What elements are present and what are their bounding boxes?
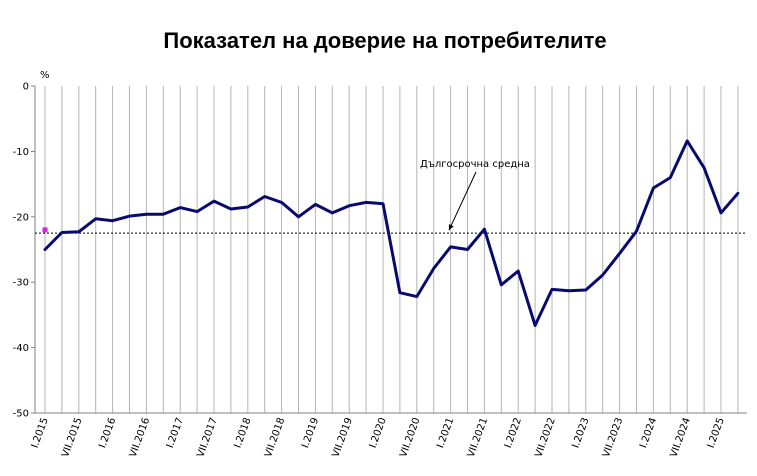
long-term-average-label: Дългосрочна средна xyxy=(420,159,530,170)
y-tick-label: -40 xyxy=(13,343,29,354)
y-tick-label: -30 xyxy=(13,278,29,289)
x-tick-label: I.2017 xyxy=(165,416,186,449)
x-tick-label: VII.2018 xyxy=(263,416,287,459)
x-tick-label: VII.2015 xyxy=(60,416,84,459)
marker-point xyxy=(42,227,48,233)
y-tick-label: -10 xyxy=(13,147,29,158)
x-tick-label: I.2021 xyxy=(435,416,456,449)
data-series xyxy=(43,139,740,327)
x-tick-label: I.2015 xyxy=(30,416,51,449)
annotation-arrow xyxy=(448,171,477,231)
x-tick-label: VII.2020 xyxy=(398,416,422,459)
x-tick-label: VII.2024 xyxy=(669,416,693,459)
y-tick-label: -20 xyxy=(13,212,29,223)
x-tick-labels: I.2015 VII.2015 I.2016 VII.2016 I.2017 VII.20… xyxy=(30,416,727,459)
y-tick-labels: 0 -10 -20 -30 -40 -50 xyxy=(13,82,29,420)
y-axis-unit: % xyxy=(40,70,50,81)
x-tick-label: VII.2023 xyxy=(601,416,625,459)
x-tick-label: VII.2016 xyxy=(128,416,152,459)
vertical-gridlines xyxy=(44,86,739,413)
x-tick-label: VII.2022 xyxy=(533,416,557,459)
x-tick-label: VII.2021 xyxy=(466,416,490,459)
x-tick-label: I.2016 xyxy=(97,416,118,449)
x-tick-label: I.2022 xyxy=(503,416,524,449)
x-tick-label: VII.2017 xyxy=(195,416,219,459)
chart-title: Показател на доверие на потребителите xyxy=(163,28,606,53)
x-tick-label: I.2020 xyxy=(368,416,389,449)
x-tick-label: I.2024 xyxy=(638,416,659,449)
x-tick-label: I.2023 xyxy=(570,416,591,449)
x-tick-label: VII.2019 xyxy=(331,416,355,459)
x-tick-label: I.2018 xyxy=(232,416,253,449)
x-tick-label: I.2025 xyxy=(706,416,727,449)
y-tick-label: -50 xyxy=(13,409,29,420)
series-line xyxy=(43,139,740,327)
y-tick-label: 0 xyxy=(23,82,29,93)
x-tick-label: I.2019 xyxy=(300,416,321,449)
arrow-head xyxy=(448,224,454,231)
arrow-shaft xyxy=(448,171,477,231)
axes xyxy=(31,85,747,414)
start-marker xyxy=(42,227,48,233)
